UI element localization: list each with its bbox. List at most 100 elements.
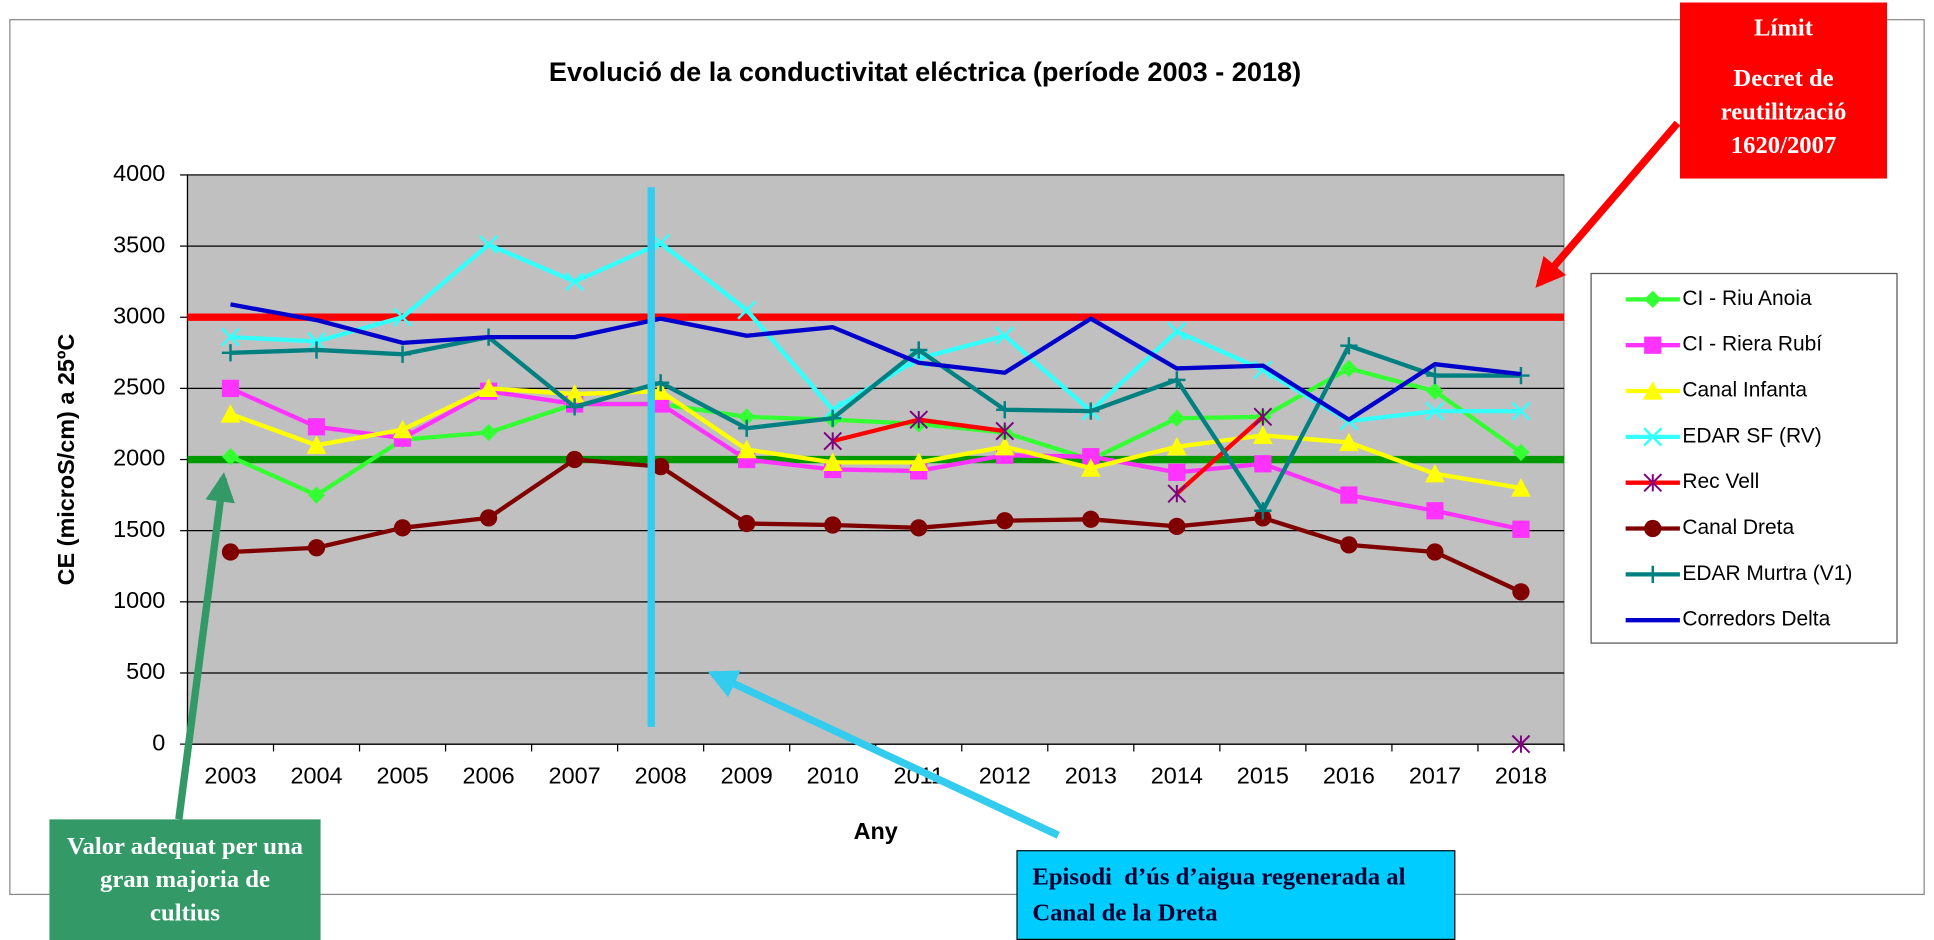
marker: [1643, 427, 1663, 447]
marker: [1643, 473, 1663, 493]
x-tick-label: 2010: [807, 763, 859, 789]
marker: [1166, 436, 1187, 456]
marker: [1167, 321, 1187, 341]
legend-label: Canal Infanta: [1682, 379, 1807, 402]
y-tick-label: 3000: [113, 302, 165, 328]
marker: [1168, 463, 1186, 481]
annotation: Valor adequat per una gran majoria de cu…: [49, 819, 321, 940]
marker: [1080, 458, 1101, 477]
marker: [565, 450, 584, 469]
marker: [393, 307, 413, 327]
legend-label: Corredors Delta: [1682, 608, 1830, 631]
legend-label: EDAR Murtra (V1): [1682, 562, 1852, 585]
marker: [1425, 401, 1445, 421]
marker: [996, 401, 1014, 419]
marker: [221, 344, 240, 362]
marker: [1426, 382, 1444, 400]
marker: [1644, 565, 1662, 583]
y-tick-label: 4000: [113, 160, 165, 186]
marker: [1426, 502, 1444, 520]
y-tick-label: 500: [126, 658, 165, 684]
marker: [996, 512, 1014, 530]
marker: [565, 272, 585, 292]
marker: [1082, 510, 1100, 528]
x-tick-label: 2003: [204, 763, 256, 789]
marker: [1253, 407, 1273, 427]
x-tick-label: 2005: [377, 763, 429, 789]
legend-label: CI - Riu Anoia: [1682, 287, 1812, 310]
marker: [1254, 455, 1272, 473]
marker: [221, 379, 240, 398]
marker: [307, 418, 326, 436]
arrow: [707, 670, 1060, 839]
x-tick-label: 2006: [463, 763, 515, 789]
x-tick-label: 2008: [635, 763, 687, 789]
x-tick-label: 2009: [721, 763, 773, 789]
series-line: [230, 302, 1522, 422]
annotation: Decret de reutilització 1620/2007: [1720, 65, 1847, 159]
marker: [1425, 463, 1445, 483]
marker: [822, 452, 843, 471]
marker: [1340, 359, 1358, 378]
x-axis-label: Any: [854, 818, 898, 844]
episode-box: Episodi d’ús d’aigua regenerada al Canal…: [1016, 850, 1456, 940]
legend-label: Canal Dreta: [1682, 516, 1794, 539]
marker: [220, 404, 241, 423]
series-line: [229, 386, 1522, 491]
marker: [737, 300, 757, 320]
arrow: [175, 472, 235, 820]
marker: [824, 516, 842, 534]
marker: [1512, 443, 1530, 462]
marker: [1167, 484, 1187, 503]
marker: [995, 421, 1015, 441]
marker: [1642, 381, 1663, 400]
marker: [738, 408, 756, 426]
marker: [652, 458, 670, 476]
marker: [910, 519, 928, 537]
marker: [994, 436, 1015, 456]
marker: [1644, 336, 1662, 354]
y-tick-label: 1500: [113, 516, 165, 542]
marker: [1511, 478, 1531, 497]
marker: [1511, 734, 1531, 754]
marker: [1340, 536, 1358, 554]
x-tick-label: 2018: [1495, 763, 1547, 789]
series-line: [230, 334, 1521, 513]
marker: [1340, 486, 1358, 504]
marker: [220, 327, 241, 347]
marker: [1339, 432, 1359, 452]
series-line: [230, 457, 1522, 594]
y-tick-label: 1000: [113, 587, 165, 613]
marker: [1082, 402, 1100, 420]
marker: [393, 345, 412, 363]
x-tick-label: 2012: [979, 763, 1031, 789]
x-tick-label: 2013: [1065, 763, 1117, 789]
marker: [1512, 583, 1530, 601]
legend: [1590, 272, 1898, 644]
marker: [1252, 425, 1273, 444]
marker: [479, 423, 498, 442]
x-tick-label: 2004: [290, 763, 342, 789]
y-axis-label: CE (microS/cm) a 25ºC: [53, 334, 79, 586]
annotation: Límit: [1754, 14, 1813, 42]
marker: [1082, 448, 1100, 466]
marker: [307, 341, 326, 359]
marker: [1426, 543, 1444, 561]
marker: [736, 439, 757, 459]
annotation: Episodi d’ús d’aigua regenerada al Canal…: [1016, 850, 1456, 940]
marker: [307, 486, 326, 504]
y-tick-label: 3500: [113, 231, 165, 257]
marker: [1644, 519, 1662, 538]
marker: [1254, 502, 1272, 520]
chart-title: Evolució de la conductivitat eléctrica (…: [549, 56, 1301, 87]
marker: [995, 326, 1015, 346]
y-tick-label: 0: [152, 729, 165, 755]
x-tick-label: 2014: [1151, 763, 1203, 789]
marker: [738, 514, 756, 533]
arrow: [1535, 120, 1681, 288]
marker: [823, 431, 843, 451]
crops-box: Valor adequat per una gran majoria de cu…: [49, 819, 321, 940]
marker: [393, 519, 412, 537]
